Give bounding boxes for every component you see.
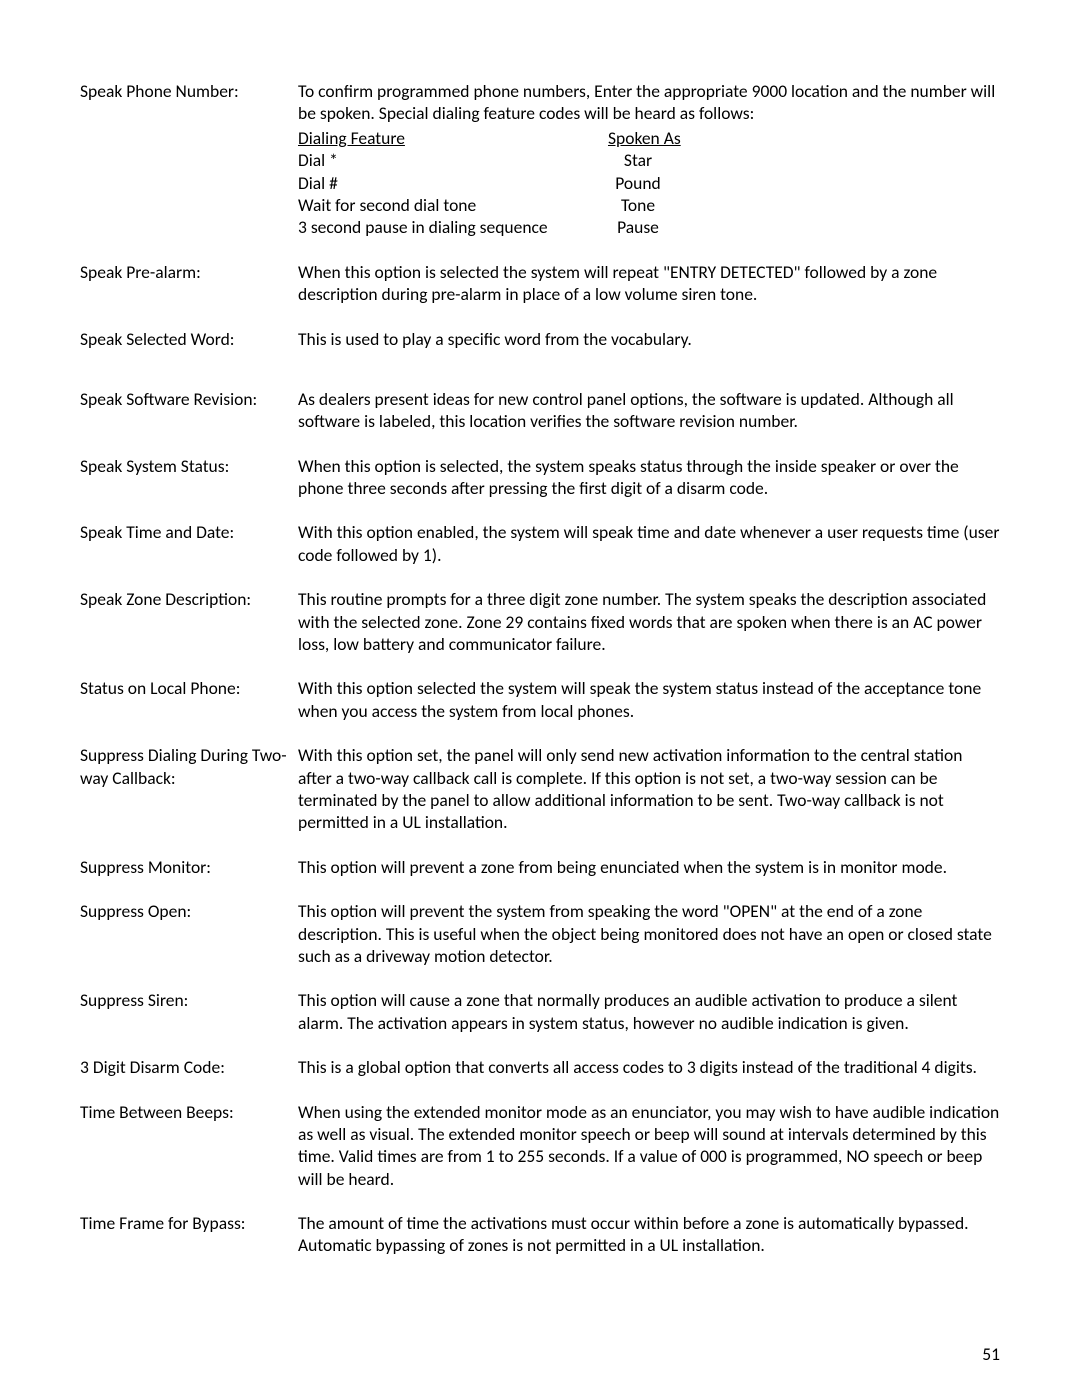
definition-entry: Speak Time and Date:With this option ena… bbox=[80, 521, 1000, 566]
table-cell-feature: Wait for second dial tone bbox=[298, 194, 593, 216]
definition-text: When using the extended monitor mode as … bbox=[298, 1101, 1000, 1191]
table-row: Dial *Star bbox=[298, 149, 1000, 171]
table-cell-feature: Dial * bbox=[298, 149, 593, 171]
definition-entry: Time Frame for Bypass:The amount of time… bbox=[80, 1212, 1000, 1257]
term-label: Speak Selected Word: bbox=[80, 328, 298, 350]
table-header-row: Dialing FeatureSpoken As bbox=[298, 127, 1000, 149]
table-cell-feature: Dial # bbox=[298, 172, 593, 194]
definition-text: This option will prevent a zone from bei… bbox=[298, 856, 1000, 878]
table-header-dialing-feature: Dialing Feature bbox=[298, 127, 608, 149]
term-label: Suppress Siren: bbox=[80, 989, 298, 1034]
term-label: Time Between Beeps: bbox=[80, 1101, 298, 1191]
definition-text: This routine prompts for a three digit z… bbox=[298, 588, 1000, 655]
table-cell-spoken: Star bbox=[593, 149, 683, 171]
definition-text: This option will prevent the system from… bbox=[298, 900, 1000, 967]
term-label: Speak Zone Description: bbox=[80, 588, 298, 655]
definition-entry: Speak System Status:When this option is … bbox=[80, 455, 1000, 500]
term-label: Speak Software Revision: bbox=[80, 388, 298, 433]
definition-intro: To confirm programmed phone numbers, Ent… bbox=[298, 80, 1000, 125]
definition-entry: Suppress Open:This option will prevent t… bbox=[80, 900, 1000, 967]
definition-entry: Speak Software Revision:As dealers prese… bbox=[80, 388, 1000, 433]
definition-entry: Speak Pre-alarm:When this option is sele… bbox=[80, 261, 1000, 306]
definition-entry: Time Between Beeps:When using the extend… bbox=[80, 1101, 1000, 1191]
table-cell-feature: 3 second pause in dialing sequence bbox=[298, 216, 593, 238]
definition-text: With this option selected the system wil… bbox=[298, 677, 1000, 722]
term-label: Status on Local Phone: bbox=[80, 677, 298, 722]
definition-text: When this option is selected, the system… bbox=[298, 455, 1000, 500]
definition-entry: 3 Digit Disarm Code:This is a global opt… bbox=[80, 1056, 1000, 1078]
table-cell-spoken: Pause bbox=[593, 216, 683, 238]
definition-text: As dealers present ideas for new control… bbox=[298, 388, 1000, 433]
definition-text: With this option enabled, the system wil… bbox=[298, 521, 1000, 566]
definition-entry: Suppress Monitor:This option will preven… bbox=[80, 856, 1000, 878]
page-number: 51 bbox=[982, 1343, 1000, 1365]
definition-text: This is used to play a specific word fro… bbox=[298, 328, 1000, 350]
term-label: 3 Digit Disarm Code: bbox=[80, 1056, 298, 1078]
definition-text: When this option is selected the system … bbox=[298, 261, 1000, 306]
definition-entry: Suppress Dialing During Two-way Callback… bbox=[80, 744, 1000, 834]
definition-entry: Speak Selected Word:This is used to play… bbox=[80, 328, 1000, 350]
definitions-list: Speak Phone Number:To confirm programmed… bbox=[80, 80, 1000, 1257]
definition-text: This is a global option that converts al… bbox=[298, 1056, 1000, 1078]
definition-text: This option will cause a zone that norma… bbox=[298, 989, 1000, 1034]
term-label: Speak Pre-alarm: bbox=[80, 261, 298, 306]
table-cell-spoken: Pound bbox=[593, 172, 683, 194]
term-label: Time Frame for Bypass: bbox=[80, 1212, 298, 1257]
term-label: Suppress Dialing During Two-way Callback… bbox=[80, 744, 298, 834]
definition-entry: Speak Phone Number:To confirm programmed… bbox=[80, 80, 1000, 239]
term-label: Suppress Monitor: bbox=[80, 856, 298, 878]
definition-text: To confirm programmed phone numbers, Ent… bbox=[298, 80, 1000, 239]
term-label: Speak Phone Number: bbox=[80, 80, 298, 239]
table-cell-spoken: Tone bbox=[593, 194, 683, 216]
definition-entry: Suppress Siren:This option will cause a … bbox=[80, 989, 1000, 1034]
definition-text: The amount of time the activations must … bbox=[298, 1212, 1000, 1257]
definition-entry: Speak Zone Description:This routine prom… bbox=[80, 588, 1000, 655]
definition-text: With this option set, the panel will onl… bbox=[298, 744, 1000, 834]
term-label: Suppress Open: bbox=[80, 900, 298, 967]
document-page: Speak Phone Number:To confirm programmed… bbox=[0, 0, 1080, 1397]
term-label: Speak System Status: bbox=[80, 455, 298, 500]
dialing-feature-table: Dialing FeatureSpoken AsDial *StarDial #… bbox=[298, 127, 1000, 239]
definition-entry: Status on Local Phone:With this option s… bbox=[80, 677, 1000, 722]
table-row: Dial #Pound bbox=[298, 172, 1000, 194]
term-label: Speak Time and Date: bbox=[80, 521, 298, 566]
table-row: Wait for second dial toneTone bbox=[298, 194, 1000, 216]
table-header-spoken-as: Spoken As bbox=[608, 127, 681, 149]
table-row: 3 second pause in dialing sequencePause bbox=[298, 216, 1000, 238]
